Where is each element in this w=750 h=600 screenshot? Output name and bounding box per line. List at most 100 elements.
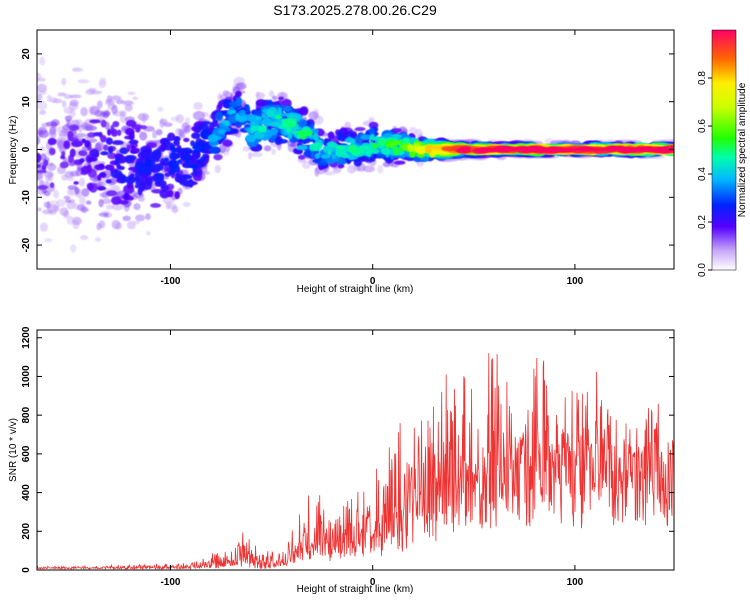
spectrogram-blob bbox=[61, 100, 67, 108]
spectrogram-blob bbox=[124, 154, 137, 161]
spectrogram-blob bbox=[170, 144, 175, 151]
spectrogram-blob bbox=[184, 124, 192, 132]
spectrogram-blob bbox=[425, 144, 433, 154]
spectrogram-blob bbox=[217, 100, 223, 110]
spectrogram-blob bbox=[392, 146, 400, 156]
spectrogram-blob bbox=[155, 151, 162, 160]
spectrogram-blob bbox=[125, 119, 137, 127]
spectrogram-blob bbox=[104, 164, 115, 171]
spectrogram-blob bbox=[110, 95, 122, 101]
bottom-y-tick-label: 1200 bbox=[21, 326, 32, 349]
spectrogram-blob bbox=[127, 91, 136, 96]
spectrogram-blob bbox=[199, 143, 206, 151]
spectrogram-blob bbox=[130, 150, 138, 154]
spectrogram-blob bbox=[98, 212, 109, 217]
spectrogram-blob bbox=[124, 176, 136, 184]
spectrogram-blob bbox=[44, 170, 54, 178]
spectrogram-blob bbox=[69, 148, 76, 158]
spectrogram-blob bbox=[391, 133, 402, 139]
bottom-y-ticks: 0 200 400 600 800 1000 1200 bbox=[21, 326, 674, 573]
spectrogram-blob bbox=[117, 154, 123, 160]
spectrogram-blob bbox=[74, 187, 80, 195]
spectrogram-blob bbox=[69, 94, 82, 99]
spectrogram-blob bbox=[79, 158, 85, 163]
spectrogram-blob bbox=[137, 112, 150, 121]
spectrogram-blob bbox=[173, 136, 181, 142]
spectrogram-blob bbox=[47, 137, 57, 146]
bottom-y-axis-label: SNR (10 * v/v) bbox=[8, 418, 19, 482]
spectrogram-blob bbox=[499, 146, 519, 152]
spectrogram-blob bbox=[77, 166, 82, 172]
spectrogram-blob bbox=[134, 170, 142, 179]
spectrogram-blob bbox=[37, 184, 49, 190]
top-x-tick-label: 0 bbox=[370, 276, 376, 287]
spectrogram-blob bbox=[42, 209, 54, 215]
snr-frame bbox=[36, 329, 675, 571]
spectrogram-blob bbox=[369, 136, 381, 141]
colorbar-label: Normalized spectral amplitude bbox=[737, 82, 748, 217]
spectrogram-blob bbox=[122, 215, 131, 222]
bottom-y-tick-label: 400 bbox=[21, 484, 32, 501]
spectrogram-blob bbox=[515, 145, 530, 151]
spectrogram-blob bbox=[231, 109, 237, 115]
spectrogram-blob bbox=[180, 174, 193, 180]
spectrogram-blob bbox=[274, 114, 282, 120]
spectrogram-blob bbox=[53, 205, 60, 212]
spectrogram-blob bbox=[61, 151, 66, 157]
spectrogram-blob bbox=[89, 148, 100, 158]
spectrogram-blob bbox=[37, 153, 42, 163]
top-x-axis-label: Height of straight line (km) bbox=[297, 284, 414, 295]
spectrogram-blob bbox=[139, 131, 148, 141]
spectrogram-blob bbox=[310, 149, 315, 159]
spectrogram-blob bbox=[190, 171, 201, 177]
spectrogram-blob bbox=[44, 238, 53, 243]
spectrogram-blob bbox=[222, 139, 233, 147]
spectrogram-blob bbox=[175, 114, 185, 124]
spectrogram-blob bbox=[53, 190, 60, 199]
spectrogram-blob bbox=[199, 129, 210, 139]
spectrogram-blob bbox=[167, 160, 180, 169]
spectrogram-blob bbox=[163, 157, 170, 163]
spectrogram-blob bbox=[66, 201, 77, 210]
spectrogram-blob bbox=[302, 160, 312, 169]
spectrogram-blob bbox=[271, 148, 277, 156]
spectrogram-blob bbox=[63, 195, 71, 200]
spectrogram-blob bbox=[192, 110, 205, 121]
spectrogram-blob bbox=[144, 158, 153, 167]
spectrogram-blob bbox=[353, 158, 363, 167]
spectrogram-blob bbox=[67, 185, 78, 190]
colorbar-tick-label: 0.4 bbox=[697, 167, 708, 181]
spectrogram-blob bbox=[221, 120, 230, 124]
spectrogram-blob bbox=[366, 147, 373, 158]
spectrogram-blob bbox=[159, 189, 170, 199]
spectrogram-blob bbox=[268, 121, 281, 128]
bottom-y-tick-label: 600 bbox=[21, 445, 32, 462]
spectrogram-blob bbox=[336, 131, 343, 140]
spectrogram-blob bbox=[213, 153, 223, 161]
spectrogram-blob bbox=[81, 188, 90, 197]
spectrogram-blob bbox=[95, 237, 102, 242]
spectrogram-blob bbox=[167, 132, 176, 142]
spectrogram-blob bbox=[266, 109, 275, 118]
bottom-y-tick-label: 200 bbox=[21, 523, 32, 540]
spectrogram-blob bbox=[119, 110, 127, 117]
spectrogram-blob bbox=[171, 205, 179, 214]
spectrogram-blob bbox=[173, 140, 179, 145]
spectrogram-blob bbox=[298, 154, 306, 160]
spectrogram-blob bbox=[305, 129, 313, 137]
spectrogram-blob bbox=[474, 147, 489, 153]
top-y-tick-label: 10 bbox=[21, 96, 32, 108]
spectrogram-blob bbox=[110, 128, 119, 137]
spectrogram-blob bbox=[312, 142, 322, 152]
bottom-x-axis-label: Height of straight line (km) bbox=[297, 584, 414, 595]
spectrogram-blob bbox=[107, 128, 112, 136]
spectrogram-blob bbox=[86, 164, 92, 173]
spectrogram-blob bbox=[408, 127, 418, 135]
spectrogram-blob bbox=[103, 144, 109, 151]
spectrogram-blob bbox=[37, 77, 46, 82]
spectrogram-blob bbox=[331, 153, 337, 160]
spectrogram-blob bbox=[193, 101, 203, 111]
spectrogram-blob bbox=[199, 156, 205, 163]
snr-panel: -100 0 100 0 200 400 600 800 1000 1200 Height of… bbox=[8, 326, 675, 595]
